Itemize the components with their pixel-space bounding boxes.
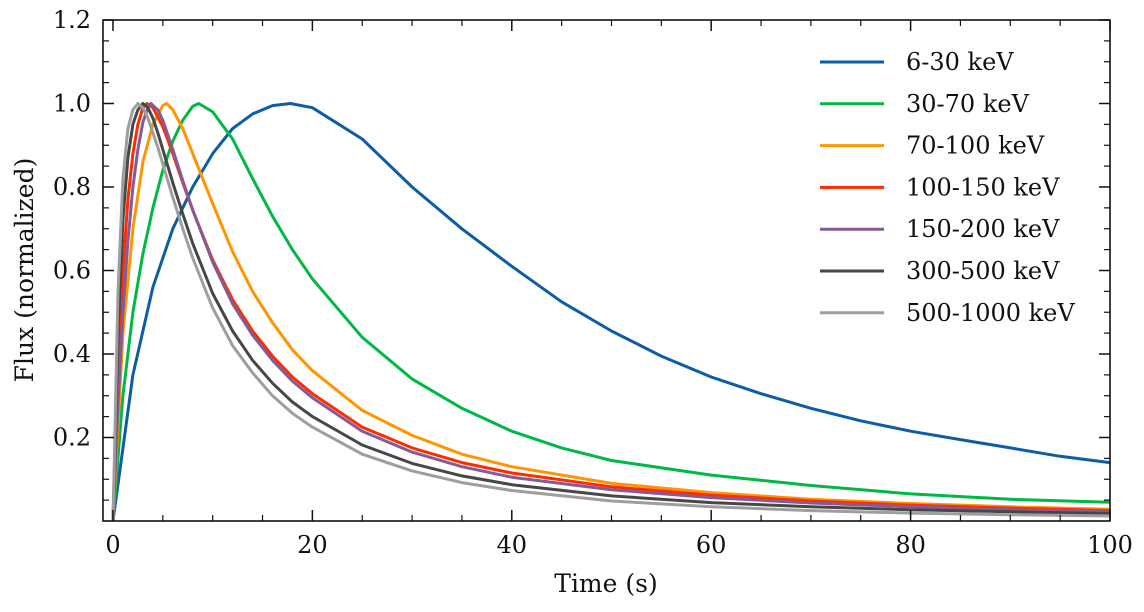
y-tick-label: 0.8	[53, 173, 91, 201]
series-line-3	[111, 102, 1110, 521]
y-tick-label: 0.4	[53, 340, 91, 368]
legend-label-5: 300-500 keV	[906, 257, 1060, 285]
legend-label-0: 6-30 keV	[906, 48, 1014, 76]
series-line-5	[111, 102, 1110, 521]
y-tick-label: 0.6	[53, 257, 91, 285]
y-axis-label: Flux (normalized)	[10, 158, 39, 383]
plot-frame	[102, 19, 1111, 522]
series-line-1	[111, 102, 1110, 521]
x-tick-label: 0	[105, 531, 120, 559]
x-axis-label: Time (s)	[554, 569, 657, 598]
x-tick-label: 100	[1087, 531, 1133, 559]
y-tick-label: 1.2	[53, 6, 91, 34]
x-tick-label: 60	[696, 531, 727, 559]
legend: 6-30 keV 30-70 keV 70-100 keV 100-150 keV 15…	[820, 48, 1075, 327]
series-layer	[111, 102, 1110, 521]
legend-label-6: 500-1000 keV	[906, 299, 1075, 327]
y-tick-label: 0.2	[53, 424, 91, 452]
legend-label-1: 30-70 keV	[906, 90, 1030, 118]
x-tick-label: 20	[297, 531, 328, 559]
y-tick-label: 1.0	[53, 90, 91, 118]
tick-labels-layer: 0 20 40 60 80 100 0.2 0.4 0.6 0.8 1.0 1.2	[53, 6, 1133, 559]
legend-label-2: 70-100 keV	[906, 132, 1045, 160]
legend-label-3: 100-150 keV	[906, 173, 1060, 201]
x-tick-label: 80	[895, 531, 926, 559]
series-line-4	[111, 102, 1110, 521]
legend-label-4: 150-200 keV	[906, 215, 1060, 243]
series-line-6	[111, 102, 1110, 521]
x-tick-label: 40	[497, 531, 528, 559]
series-line-0	[111, 102, 1110, 521]
